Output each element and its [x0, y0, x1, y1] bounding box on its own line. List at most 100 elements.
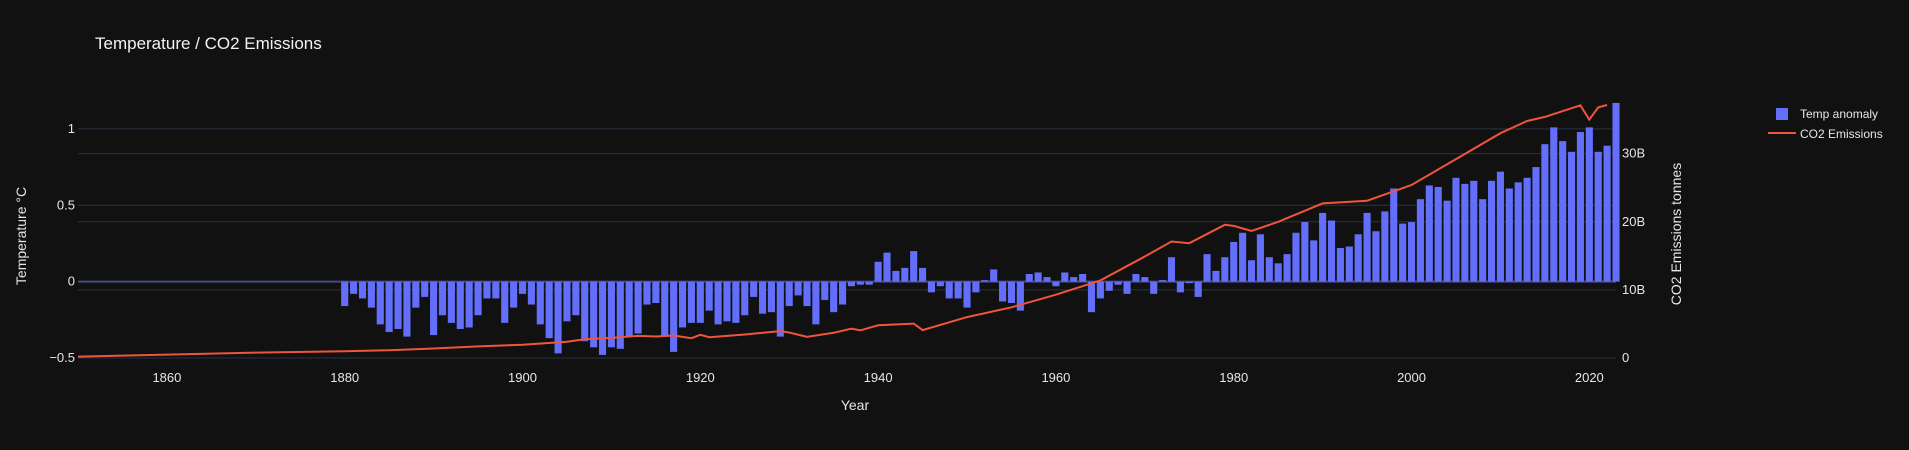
bar — [785, 281, 793, 307]
bar — [563, 281, 571, 322]
x-tick-label: 2020 — [1575, 370, 1604, 385]
bar — [1123, 281, 1131, 294]
bar — [341, 281, 349, 307]
bar — [1559, 141, 1567, 282]
bar — [732, 281, 740, 323]
bar — [1327, 220, 1336, 282]
y-right-axis-label: CO2 Emissions tonnes — [1668, 163, 1684, 305]
bar — [661, 281, 669, 337]
bar — [678, 281, 687, 328]
x-tick-label: 1860 — [152, 370, 181, 385]
y-left-tick-label: −0.5 — [49, 350, 75, 365]
bar — [1185, 281, 1193, 284]
bar — [865, 281, 873, 285]
bar — [376, 281, 384, 325]
bar — [1550, 127, 1558, 282]
bar — [1443, 200, 1451, 282]
bar — [901, 267, 909, 282]
legend-swatch-bar — [1776, 108, 1788, 120]
bar — [821, 281, 829, 300]
bar — [981, 280, 989, 282]
bar — [794, 281, 802, 296]
bar — [999, 281, 1007, 302]
bar — [1070, 277, 1078, 282]
bar — [447, 281, 455, 323]
bar — [1221, 257, 1229, 282]
bar — [1585, 127, 1593, 282]
bar — [1345, 246, 1353, 282]
bar — [1381, 211, 1389, 282]
x-tick-label: 1900 — [508, 370, 537, 385]
bar — [590, 281, 598, 348]
bar — [1292, 232, 1300, 282]
bar — [1425, 185, 1433, 282]
y-right-tick-label: 0 — [1622, 350, 1629, 365]
bar — [652, 281, 660, 304]
chart-title: Temperature / CO2 Emissions — [95, 34, 322, 53]
bar — [1363, 212, 1371, 282]
bar — [1239, 232, 1247, 282]
bar — [1105, 281, 1113, 291]
bar — [927, 281, 936, 293]
bar — [1043, 277, 1051, 282]
bar — [776, 281, 784, 337]
bar — [1532, 167, 1540, 282]
bar — [625, 281, 633, 337]
bar — [1007, 281, 1016, 304]
bar — [1452, 177, 1460, 282]
bar — [430, 281, 438, 336]
y-left-tick-label: 0.5 — [57, 197, 75, 212]
bar — [945, 281, 953, 299]
bar — [1061, 272, 1069, 282]
bar — [634, 281, 642, 334]
x-tick-label: 1940 — [864, 370, 893, 385]
bar — [598, 281, 607, 355]
y-left-tick-label: 0 — [68, 274, 75, 289]
legend[interactable]: Temp anomaly CO2 Emissions — [1768, 107, 1883, 141]
bar — [350, 281, 358, 294]
bar — [438, 281, 447, 316]
bar — [758, 281, 767, 314]
bar — [1336, 248, 1344, 282]
bar — [456, 281, 464, 329]
bar — [1479, 199, 1487, 282]
bar — [1390, 188, 1398, 282]
legend-item-temp-anomaly[interactable]: Temp anomaly — [1776, 107, 1878, 121]
bar — [1612, 102, 1620, 282]
bar — [1247, 260, 1256, 282]
bar — [536, 281, 544, 325]
bar — [1496, 171, 1504, 282]
legend-item-co2-emissions[interactable]: CO2 Emissions — [1768, 127, 1883, 141]
bar — [554, 281, 562, 354]
bar — [830, 281, 838, 313]
bar — [394, 281, 402, 329]
bar — [1567, 151, 1576, 282]
bar — [1167, 257, 1176, 282]
bar — [1114, 281, 1122, 285]
gridlines — [78, 128, 1616, 359]
bar — [1470, 180, 1478, 282]
bar — [714, 281, 722, 325]
bar — [919, 267, 927, 282]
y-right-tick-label: 30B — [1622, 146, 1645, 161]
bar — [1541, 144, 1549, 282]
bar — [483, 281, 491, 299]
bar — [1096, 281, 1104, 299]
bar — [616, 281, 624, 349]
bar — [643, 281, 651, 305]
bar — [518, 281, 527, 294]
line-series — [77, 104, 1608, 358]
bar — [510, 281, 518, 308]
bar — [767, 281, 775, 313]
bar — [1310, 240, 1318, 282]
bar — [1025, 274, 1033, 282]
bar — [910, 251, 918, 282]
y-right-axis-ticks: 0 10B 20B 30B — [1622, 146, 1645, 365]
bar — [838, 281, 847, 305]
bar — [1141, 277, 1149, 282]
bar — [1523, 177, 1531, 282]
bar — [670, 281, 678, 352]
bar — [1132, 274, 1140, 282]
bar — [1594, 151, 1602, 282]
bar — [705, 281, 713, 311]
